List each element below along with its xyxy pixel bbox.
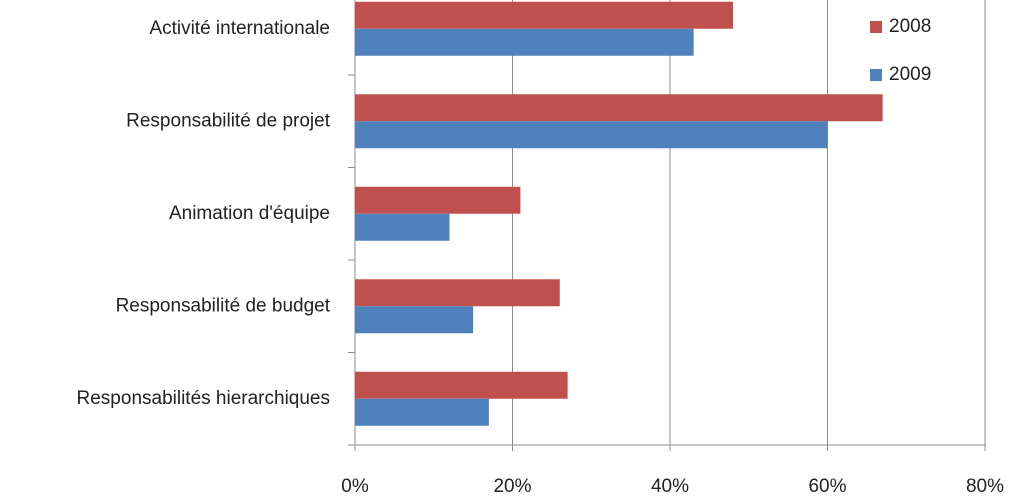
x-tick-label: 0%: [341, 476, 369, 497]
y-tick-label: Activité internationale: [149, 18, 330, 39]
y-tick-label: Responsabilité de budget: [116, 295, 331, 316]
legend-swatch: [870, 69, 882, 81]
legend-label: 2008: [889, 16, 931, 37]
x-tick-label: 40%: [651, 476, 689, 497]
bar: [355, 213, 450, 241]
y-tick-label: Responsabilités hierarchiques: [77, 388, 330, 409]
bar: [355, 94, 883, 122]
legend-swatch: [870, 21, 882, 33]
bar: [355, 121, 828, 149]
x-tick-label: 60%: [808, 476, 846, 497]
y-tick-label: Animation d'équipe: [169, 203, 330, 224]
bar: [355, 28, 694, 56]
bar: [355, 306, 474, 334]
bar: [355, 1, 733, 29]
x-tick-label: 80%: [966, 476, 1004, 497]
bar: [355, 398, 489, 426]
x-tick-label: 20%: [493, 476, 531, 497]
legend-label: 2009: [889, 64, 931, 85]
bar: [355, 279, 560, 307]
bar: [355, 186, 521, 214]
y-tick-label: Responsabilité de projet: [126, 110, 331, 131]
bar: [355, 371, 568, 399]
